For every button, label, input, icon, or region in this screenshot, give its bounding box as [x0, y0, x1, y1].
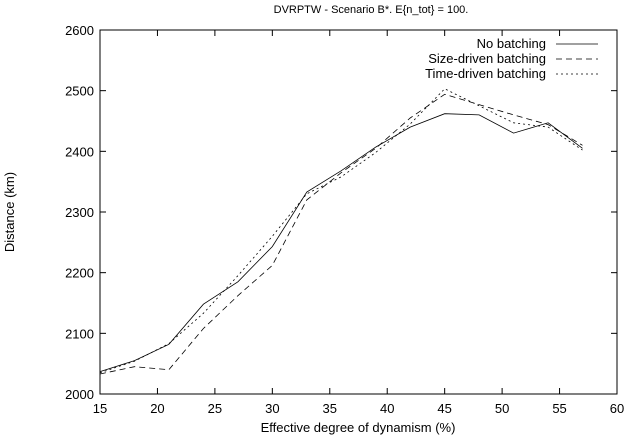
x-tick-label: 30: [265, 401, 279, 416]
x-axis: 15 20 25 30 35 40 45 50 55 60: [93, 30, 624, 416]
series-layer: [99, 88, 583, 375]
y-tick-label: 2200: [65, 266, 94, 281]
y-axis: 2000 2100 2200 2300 2400 2500 2600: [65, 23, 617, 402]
x-tick-label: 60: [610, 401, 624, 416]
y-tick-label: 2300: [65, 205, 94, 220]
series-line-dashed: [99, 93, 583, 375]
x-axis-label: Effective degree of dynamism (%): [261, 420, 456, 435]
x-tick-label: 20: [150, 401, 164, 416]
y-tick-label: 2400: [65, 144, 94, 159]
chart-title: DVRPTW - Scenario B*. E{n_tot} = 100.: [274, 4, 469, 16]
series-line-dotted: [99, 88, 583, 374]
x-tick-label: 55: [552, 401, 566, 416]
y-tick-label: 2600: [65, 23, 94, 38]
x-tick-label: 45: [437, 401, 451, 416]
x-tick-label: 40: [380, 401, 394, 416]
y-tick-label: 2500: [65, 84, 94, 99]
y-tick-label: 2100: [65, 326, 94, 341]
series-line-solid: [99, 113, 583, 372]
x-tick-label: 15: [93, 401, 107, 416]
plot-frame: [99, 29, 618, 395]
x-tick-label: 25: [208, 401, 222, 416]
y-axis-label: Distance (km): [2, 172, 17, 252]
y-tick-label: 2000: [65, 387, 94, 402]
x-tick-label: 50: [495, 401, 509, 416]
legend-label: Size-driven batching: [428, 51, 546, 66]
legend-label: No batching: [477, 36, 546, 51]
x-tick-label: 35: [323, 401, 337, 416]
legend-label: Time-driven batching: [425, 66, 546, 81]
